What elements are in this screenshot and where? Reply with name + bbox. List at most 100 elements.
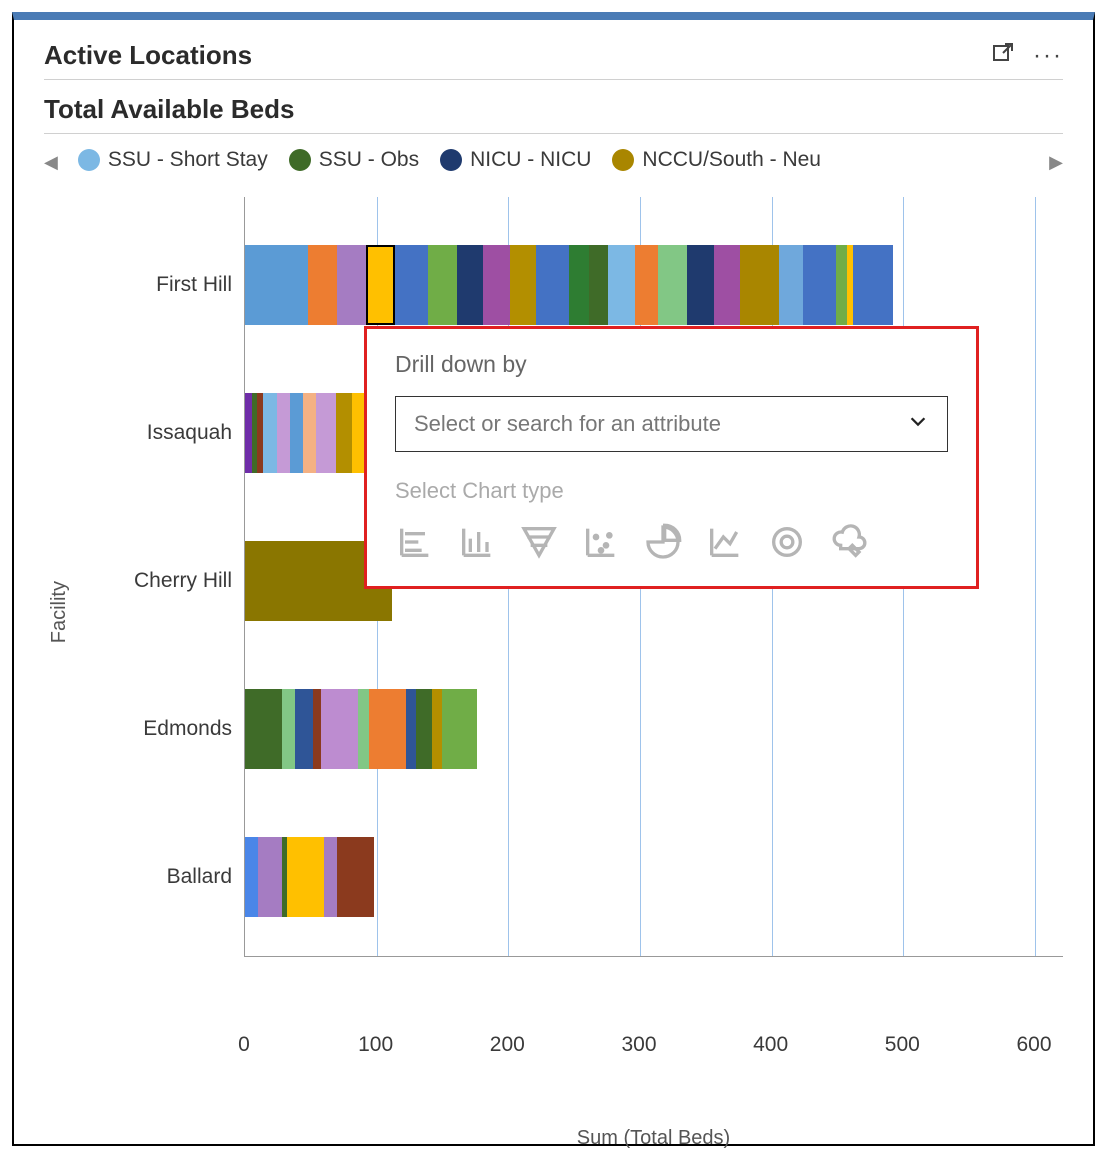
y-tick-label: Issaquah	[147, 421, 232, 445]
x-tick-label: 400	[753, 1033, 788, 1057]
bar-segment[interactable]	[589, 245, 609, 325]
bar[interactable]	[245, 689, 477, 769]
bar-segment[interactable]	[853, 245, 893, 325]
bar-segment[interactable]	[295, 689, 313, 769]
y-tick-label: Cherry Hill	[134, 569, 232, 593]
legend-item[interactable]: NICU - NICU	[440, 148, 591, 172]
bar-segment[interactable]	[303, 393, 316, 473]
legend-label: SSU - Obs	[319, 148, 419, 172]
attribute-select[interactable]: Select or search for an attribute	[395, 396, 948, 452]
grid-line	[1035, 197, 1036, 956]
attribute-select-placeholder: Select or search for an attribute	[414, 411, 721, 437]
bar-segment[interactable]	[406, 689, 417, 769]
donut-icon[interactable]	[767, 522, 807, 562]
bar[interactable]	[245, 393, 367, 473]
scatter-icon[interactable]	[581, 522, 621, 562]
legend-prev-icon[interactable]: ◀	[44, 152, 58, 173]
legend-swatch	[78, 149, 100, 171]
y-tick-label: Edmonds	[143, 717, 232, 741]
bar-segment[interactable]	[803, 245, 836, 325]
vertical-bar-icon[interactable]	[457, 522, 497, 562]
bar-segment[interactable]	[308, 245, 337, 325]
bar-segment[interactable]	[483, 245, 509, 325]
bar-segment[interactable]	[740, 245, 780, 325]
bar-segment[interactable]	[287, 837, 324, 917]
y-axis-label: Facility	[44, 581, 74, 643]
bar-segment[interactable]	[282, 689, 295, 769]
horizontal-bar-icon[interactable]	[395, 522, 435, 562]
legend-swatch	[612, 149, 634, 171]
y-axis: First HillIssaquahCherry HillEdmondsBall…	[74, 197, 244, 957]
x-axis: 0100200300400500600	[244, 1027, 1063, 1087]
bar-segment[interactable]	[366, 245, 395, 325]
drill-down-popup: Drill down by Select or search for an at…	[364, 326, 979, 589]
legend-label: NICU - NICU	[470, 148, 591, 172]
bar-segment[interactable]	[569, 245, 589, 325]
legend-label: SSU - Short Stay	[108, 148, 268, 172]
legend-next-icon[interactable]: ▶	[1049, 152, 1063, 173]
chart-type-selector	[395, 522, 948, 562]
bar-segment[interactable]	[635, 245, 659, 325]
legend-item[interactable]: SSU - Short Stay	[78, 148, 268, 172]
x-tick-label: 300	[621, 1033, 656, 1057]
line-icon[interactable]	[705, 522, 745, 562]
bar-segment[interactable]	[416, 689, 432, 769]
bar-segment[interactable]	[510, 245, 536, 325]
bar-segment[interactable]	[245, 837, 258, 917]
bar-segment[interactable]	[358, 689, 369, 769]
chart: Facility First HillIssaquahCherry HillEd…	[44, 197, 1063, 1027]
popout-icon[interactable]	[991, 41, 1015, 70]
bar-segment[interactable]	[457, 245, 483, 325]
bar-segment[interactable]	[836, 245, 847, 325]
bar-segment[interactable]	[313, 689, 321, 769]
bar-segment[interactable]	[337, 837, 374, 917]
bar-segment[interactable]	[847, 245, 854, 325]
bar-segment[interactable]	[369, 689, 406, 769]
pie-icon[interactable]	[643, 522, 683, 562]
bar-segment[interactable]	[245, 393, 252, 473]
bar-segment[interactable]	[258, 837, 282, 917]
bar-segment[interactable]	[608, 245, 634, 325]
y-tick-label: Ballard	[167, 865, 232, 889]
bar-segment[interactable]	[321, 689, 358, 769]
funnel-icon[interactable]	[519, 522, 559, 562]
legend: ◀ SSU - Short Stay SSU - Obs NICU - NICU…	[44, 134, 1063, 187]
bar-segment[interactable]	[337, 245, 366, 325]
bar-segment[interactable]	[687, 245, 713, 325]
bar-segment[interactable]	[263, 393, 276, 473]
bar-segment[interactable]	[336, 393, 352, 473]
x-tick-label: 600	[1016, 1033, 1051, 1057]
bar-segment[interactable]	[290, 393, 303, 473]
bar-segment[interactable]	[428, 245, 457, 325]
more-icon[interactable]: ···	[1033, 42, 1063, 70]
bar-segment[interactable]	[779, 245, 803, 325]
legend-swatch	[440, 149, 462, 171]
chevron-down-icon	[907, 410, 929, 438]
x-tick-label: 100	[358, 1033, 393, 1057]
bar-segment[interactable]	[658, 245, 687, 325]
bar-segment[interactable]	[245, 689, 282, 769]
x-tick-label: 500	[885, 1033, 920, 1057]
bar-segment[interactable]	[714, 245, 740, 325]
bar[interactable]	[245, 245, 893, 325]
header-actions: ···	[991, 41, 1063, 70]
popup-title: Drill down by	[395, 351, 948, 378]
bar-segment[interactable]	[257, 393, 264, 473]
tag-cloud-icon[interactable]	[829, 522, 869, 562]
header: Active Locations ···	[44, 40, 1063, 80]
legend-item[interactable]: SSU - Obs	[289, 148, 419, 172]
bar-segment[interactable]	[536, 245, 569, 325]
bar-segment[interactable]	[277, 393, 290, 473]
bar-segment[interactable]	[395, 245, 428, 325]
bar-segment[interactable]	[442, 689, 476, 769]
bar-segment[interactable]	[324, 837, 337, 917]
chart-title: Total Available Beds	[44, 80, 1063, 134]
bar-segment[interactable]	[245, 245, 308, 325]
x-tick-label: 200	[490, 1033, 525, 1057]
bar-segment[interactable]	[316, 393, 336, 473]
x-tick-label: 0	[238, 1033, 250, 1057]
bar[interactable]	[245, 837, 374, 917]
legend-item[interactable]: NCCU/South - Neu	[612, 148, 821, 172]
bar-segment[interactable]	[432, 689, 443, 769]
widget-card: Active Locations ··· Total Available Bed…	[12, 12, 1095, 1146]
